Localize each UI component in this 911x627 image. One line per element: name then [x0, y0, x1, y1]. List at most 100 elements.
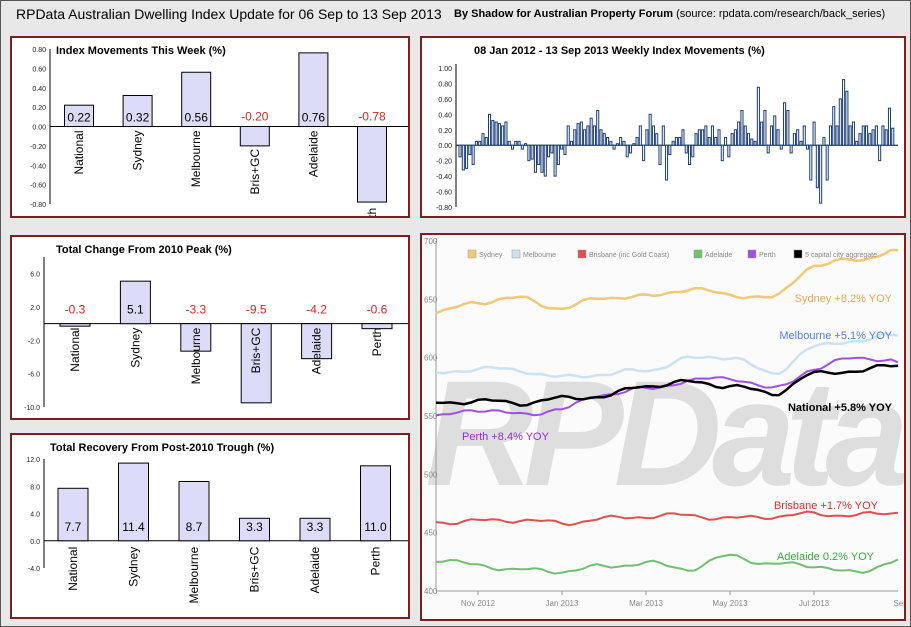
- weekly-bar: [543, 144, 547, 177]
- weekly-bar: [851, 121, 855, 146]
- weekly-bar: [717, 129, 721, 146]
- weekly-bar: [697, 129, 701, 146]
- weekly-bar: [740, 109, 744, 146]
- weekly-bar: [737, 121, 741, 146]
- weekly-bar: [478, 140, 482, 146]
- weekly-bar: [671, 140, 675, 146]
- value-label: -0.3: [65, 303, 86, 317]
- weekly-bar: [832, 106, 836, 146]
- legend-swatch: [693, 249, 703, 259]
- byline: By Shadow for Australian Property Forum …: [454, 8, 885, 20]
- weekly-bar: [838, 98, 842, 146]
- weekly-bar: [596, 109, 600, 146]
- chart-change-from-peak: Total Change From 2010 Peak (%) 6.0 2.0 -2.…: [24, 244, 408, 412]
- x-tick-label: Jan 2013: [546, 599, 579, 608]
- weekly-bar: [599, 129, 603, 146]
- y-tick-label: 550: [424, 412, 438, 421]
- weekly-bar: [733, 129, 737, 146]
- series-annotation: Sydney +8.2% YOY: [795, 293, 893, 305]
- value-label: -0.78: [358, 110, 386, 124]
- weekly-bar: [520, 144, 524, 150]
- weekly-bar: [835, 125, 839, 146]
- weekly-bar: [488, 113, 492, 146]
- weekly-bar: [668, 144, 672, 155]
- legend-swatch: [793, 249, 803, 259]
- panel-history: 08 Jan 2012 - 13 Sep 2013 Weekly Index M…: [420, 36, 906, 218]
- weekly-bar: [468, 144, 472, 155]
- weekly-bar: [560, 144, 564, 150]
- panel-rpdata-index: RPData 700 650 600 550 500 450 400 Nov 2012 Jan 2…: [420, 233, 911, 621]
- y-tick-label: 0.80: [438, 81, 452, 88]
- weekly-bar: [694, 133, 698, 146]
- category-label: National: [72, 131, 86, 175]
- weekly-bar: [861, 125, 865, 146]
- weekly-bar: [569, 140, 574, 146]
- weekly-bar: [615, 143, 619, 146]
- bar-sydney: [119, 280, 151, 325]
- source-credit: (source: rpdata.com/research/back_series…: [676, 8, 886, 20]
- weekly-bar: [628, 144, 633, 154]
- weekly-bar: [891, 127, 895, 146]
- weekly-bar: [665, 144, 669, 181]
- weekly-bar: [619, 137, 623, 146]
- weekly-bar: [743, 125, 747, 146]
- weekly-bar: [881, 125, 885, 146]
- weekly-bar: [579, 121, 583, 146]
- x-tick-label: May 2013: [712, 599, 748, 608]
- weekly-bar: [825, 144, 829, 181]
- value-label: 0.76: [302, 111, 326, 125]
- weekly-bar: [845, 90, 849, 146]
- weekly-bar: [819, 144, 823, 204]
- weekly-bar: [848, 125, 852, 146]
- weekly-bar: [720, 144, 724, 162]
- value-label: -9.5: [246, 303, 267, 317]
- weekly-bar: [576, 123, 580, 146]
- y-tick-label: 600: [424, 354, 438, 363]
- category-label: Sydney: [131, 131, 145, 171]
- weekly-bar: [792, 133, 796, 146]
- bar-sydney: [122, 95, 153, 127]
- weekly-bar: [707, 137, 711, 146]
- weekly-bar: [481, 133, 485, 146]
- weekly-bar: [501, 125, 505, 146]
- weekly-bar: [714, 137, 718, 146]
- weekly-bar: [874, 125, 878, 146]
- weekly-bar: [504, 121, 508, 146]
- weekly-bar: [507, 140, 511, 146]
- weekly-bar: [681, 129, 685, 146]
- chart-title: Total Recovery From Post-2010 Trough (%): [50, 442, 274, 454]
- bar-melbourne: [181, 71, 212, 127]
- weekly-bar: [760, 121, 764, 146]
- value-label: -3.3: [185, 303, 206, 317]
- weekly-bar: [553, 144, 557, 177]
- weekly-bar: [566, 125, 570, 146]
- bar-adelaide: [301, 323, 333, 360]
- legend-swatch: [577, 249, 587, 259]
- header: RPData Australian Dwelling Index Update …: [0, 0, 911, 30]
- bar-national: [64, 104, 94, 127]
- weekly-bar: [710, 125, 714, 146]
- legend-swatch: [511, 249, 521, 259]
- weekly-bar: [471, 144, 475, 166]
- weekly-bar: [632, 143, 636, 146]
- y-tick-label: -2.0: [28, 338, 40, 345]
- weekly-bar: [858, 133, 862, 146]
- y-tick-label: 0.20: [32, 105, 46, 112]
- chart-rpdata-index: RPData 700 650 600 550 500 450 400 Nov 2012 Jan 2…: [424, 237, 911, 608]
- y-tick-label: 0.00: [32, 125, 46, 132]
- y-tick-label: 2.0: [30, 305, 40, 312]
- weekly-bar: [524, 143, 528, 146]
- weekly-bar: [691, 144, 695, 158]
- y-tick-label: 500: [424, 470, 438, 479]
- x-tick-label: Jul 2013: [799, 599, 830, 608]
- y-tick-label: 1.00: [438, 66, 452, 73]
- category-label: Sydney: [127, 547, 141, 587]
- weekly-bar: [815, 144, 819, 189]
- y-tick-label: 0.40: [438, 112, 452, 119]
- value-label: 11.4: [122, 520, 145, 534]
- weekly-bar: [661, 125, 665, 146]
- bar-brisgc: [239, 517, 270, 542]
- weekly-bar: [533, 144, 537, 173]
- bar-perth: [357, 126, 387, 203]
- weekly-bar: [458, 144, 462, 158]
